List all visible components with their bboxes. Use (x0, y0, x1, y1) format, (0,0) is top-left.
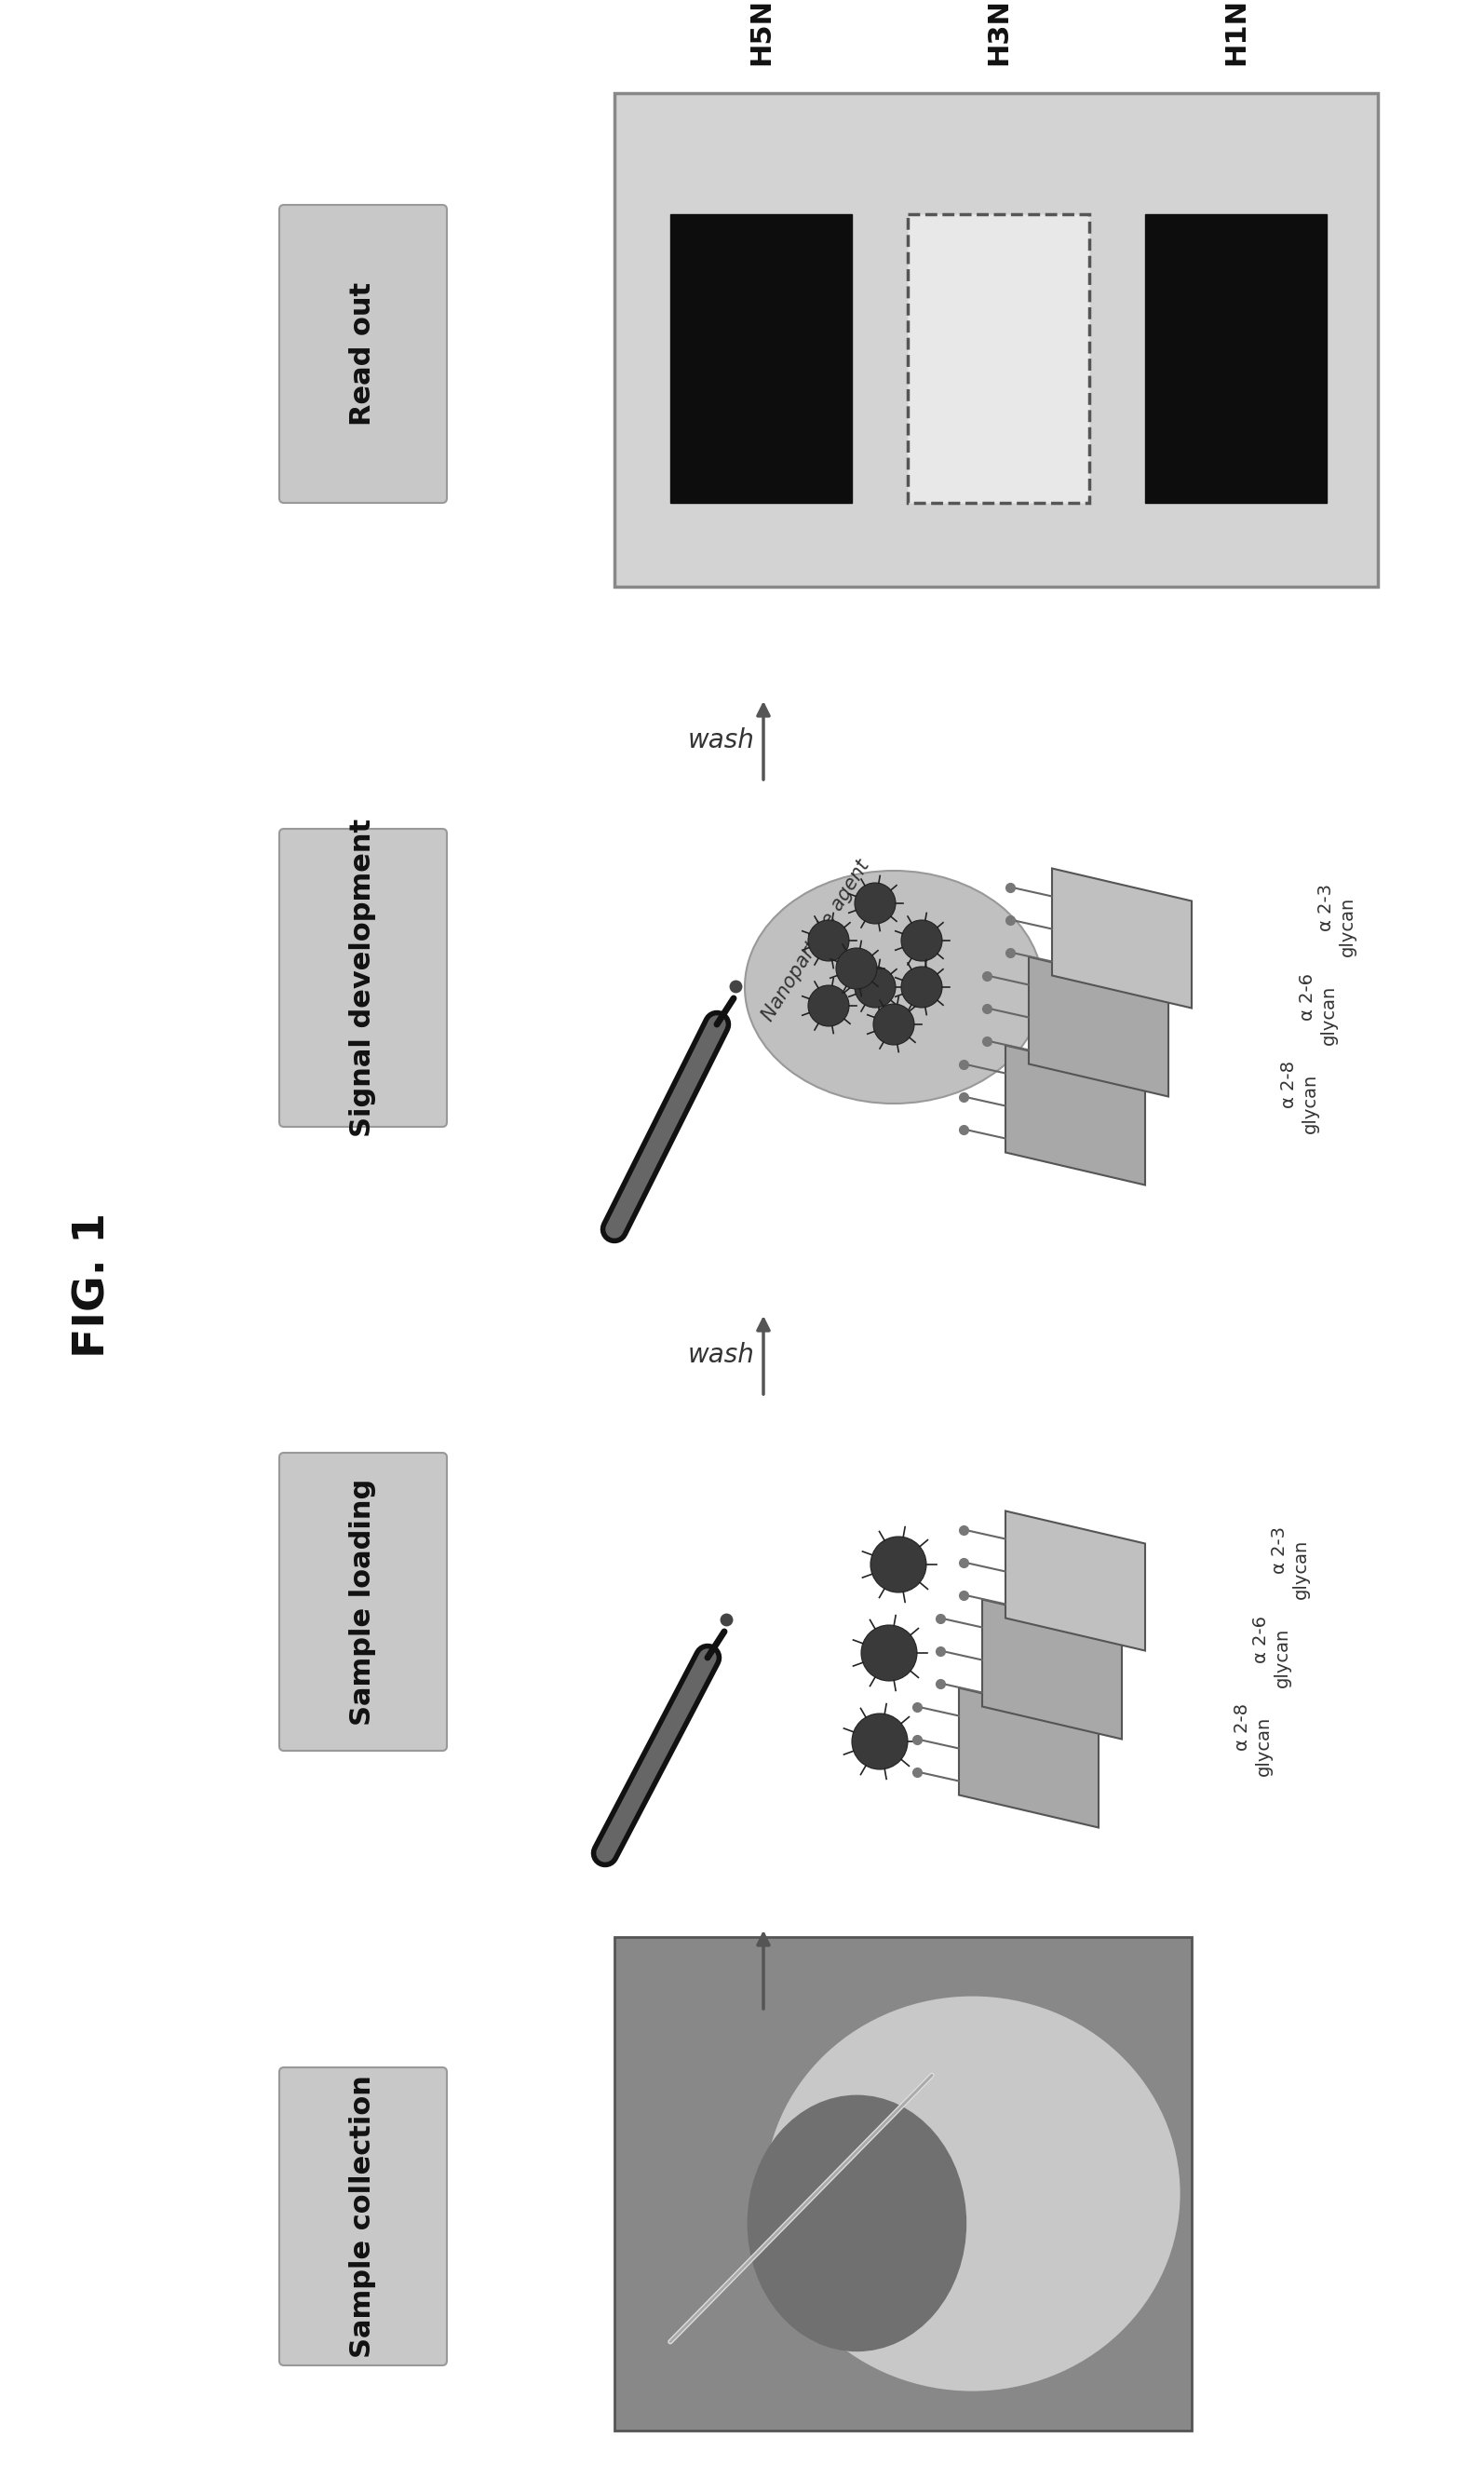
Text: α 2-6: α 2-6 (1298, 972, 1316, 1021)
Text: H1N1: H1N1 (1223, 0, 1250, 64)
Text: H3N1: H3N1 (985, 0, 1012, 64)
Text: H5N1: H5N1 (748, 0, 775, 64)
Ellipse shape (855, 967, 896, 1006)
Ellipse shape (764, 1996, 1180, 2392)
FancyBboxPatch shape (279, 206, 447, 503)
Bar (908, 213, 1089, 503)
Polygon shape (1006, 1512, 1146, 1651)
Text: α 2-3: α 2-3 (1272, 1527, 1290, 1574)
Text: Sample loading: Sample loading (350, 1477, 377, 1725)
Text: Signal development: Signal development (350, 818, 377, 1138)
FancyBboxPatch shape (279, 1453, 447, 1750)
Ellipse shape (861, 1626, 917, 1681)
Text: glycаn: glycаn (1273, 1629, 1291, 1688)
Ellipse shape (855, 883, 896, 925)
Ellipse shape (748, 2095, 966, 2353)
Text: glycаn: glycаn (1319, 984, 1337, 1046)
Text: glycаn: glycаn (1254, 1715, 1272, 1775)
Ellipse shape (835, 947, 877, 989)
Ellipse shape (809, 920, 849, 962)
Text: Sample collection: Sample collection (350, 2075, 377, 2358)
Ellipse shape (745, 870, 1043, 1103)
Text: α 2-3: α 2-3 (1318, 885, 1336, 932)
Text: glycаn: glycаn (1301, 1073, 1319, 1133)
Polygon shape (1052, 868, 1192, 1009)
Text: Read out: Read out (350, 283, 377, 426)
Text: glycаn: glycаn (1339, 897, 1356, 957)
Text: Nanoparticle agent: Nanoparticle agent (758, 858, 873, 1024)
Text: glycаn: glycаn (1291, 1539, 1309, 1599)
Ellipse shape (901, 920, 942, 962)
Polygon shape (982, 1599, 1122, 1740)
Polygon shape (959, 1688, 1098, 1827)
Ellipse shape (809, 984, 849, 1026)
Text: FIG. 1: FIG. 1 (73, 1212, 114, 1358)
Polygon shape (1028, 957, 1168, 1096)
FancyBboxPatch shape (279, 2067, 447, 2365)
Text: wash: wash (689, 1341, 755, 1368)
Bar (614, 94, 1377, 588)
FancyBboxPatch shape (279, 828, 447, 1128)
Bar (671, 213, 852, 503)
Ellipse shape (852, 1713, 908, 1770)
Ellipse shape (901, 967, 942, 1006)
Text: α 2-8: α 2-8 (1235, 1703, 1251, 1750)
Ellipse shape (871, 1537, 926, 1592)
Bar (1146, 213, 1327, 503)
Bar (614, 1936, 1192, 2429)
Polygon shape (1006, 1046, 1146, 1185)
Ellipse shape (873, 1004, 914, 1044)
Text: wash: wash (689, 726, 755, 754)
Text: α 2-8: α 2-8 (1281, 1061, 1298, 1108)
Text: α 2-6: α 2-6 (1252, 1616, 1270, 1663)
